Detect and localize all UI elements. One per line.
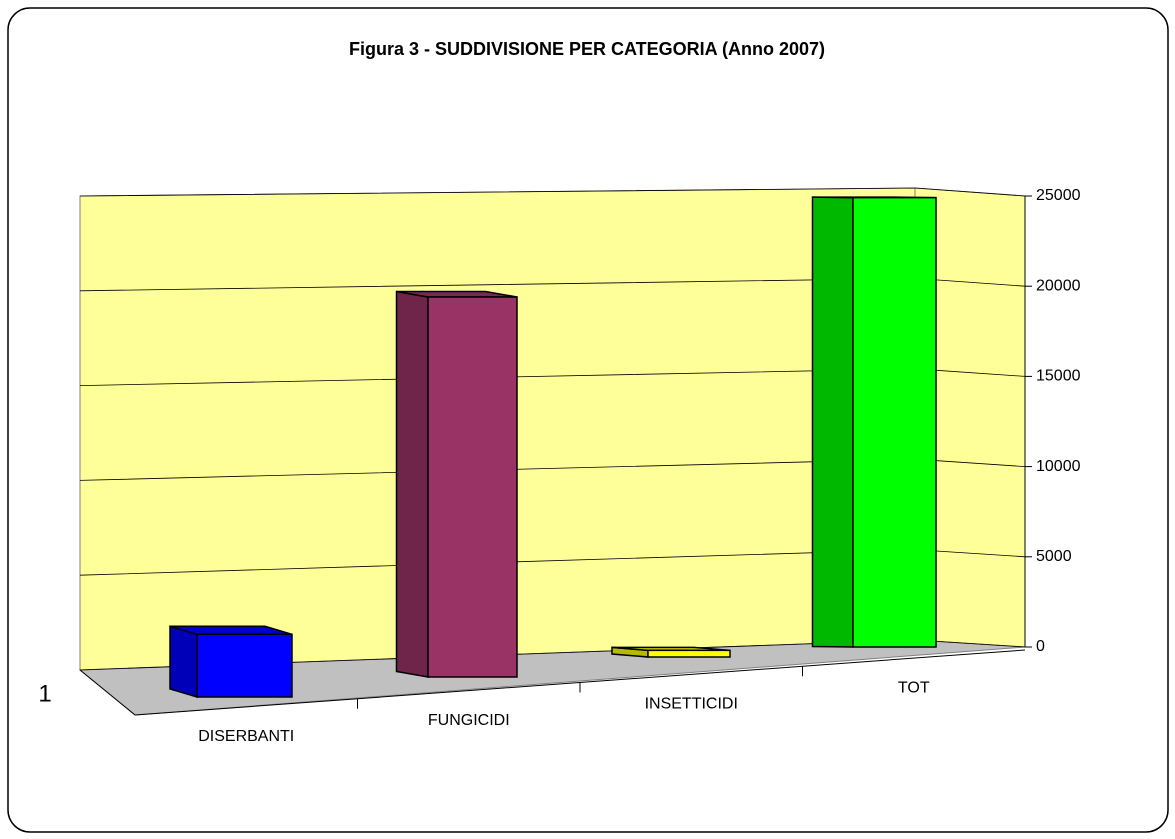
y-tick-label: 20000 bbox=[1036, 277, 1081, 294]
chart-title: Figura 3 - SUDDIVISIONE PER CATEGORIA (A… bbox=[349, 39, 825, 59]
depth-axis bbox=[79, 669, 136, 716]
bar bbox=[427, 296, 518, 678]
x-tick-label: INSETTICIDI bbox=[645, 696, 738, 713]
bar-side bbox=[169, 625, 198, 699]
y-tick-label: 25000 bbox=[1036, 187, 1081, 204]
grid-line bbox=[79, 187, 1026, 197]
bar bbox=[852, 196, 937, 648]
x-tick-label: DISERBANTI bbox=[198, 728, 294, 745]
x-tick-label: FUNGICIDI bbox=[428, 712, 510, 729]
x-tick-label: TOT bbox=[898, 679, 930, 696]
y-tick-label: 10000 bbox=[1036, 458, 1081, 475]
y-tick-label: 0 bbox=[1036, 638, 1045, 655]
bar bbox=[196, 633, 293, 698]
depth-label: 1 bbox=[38, 680, 51, 707]
bar-side bbox=[395, 290, 429, 678]
bar bbox=[647, 649, 731, 658]
bar-side bbox=[811, 196, 854, 648]
y-tick-label: 15000 bbox=[1036, 368, 1081, 385]
y-tick-label: 5000 bbox=[1036, 548, 1072, 565]
